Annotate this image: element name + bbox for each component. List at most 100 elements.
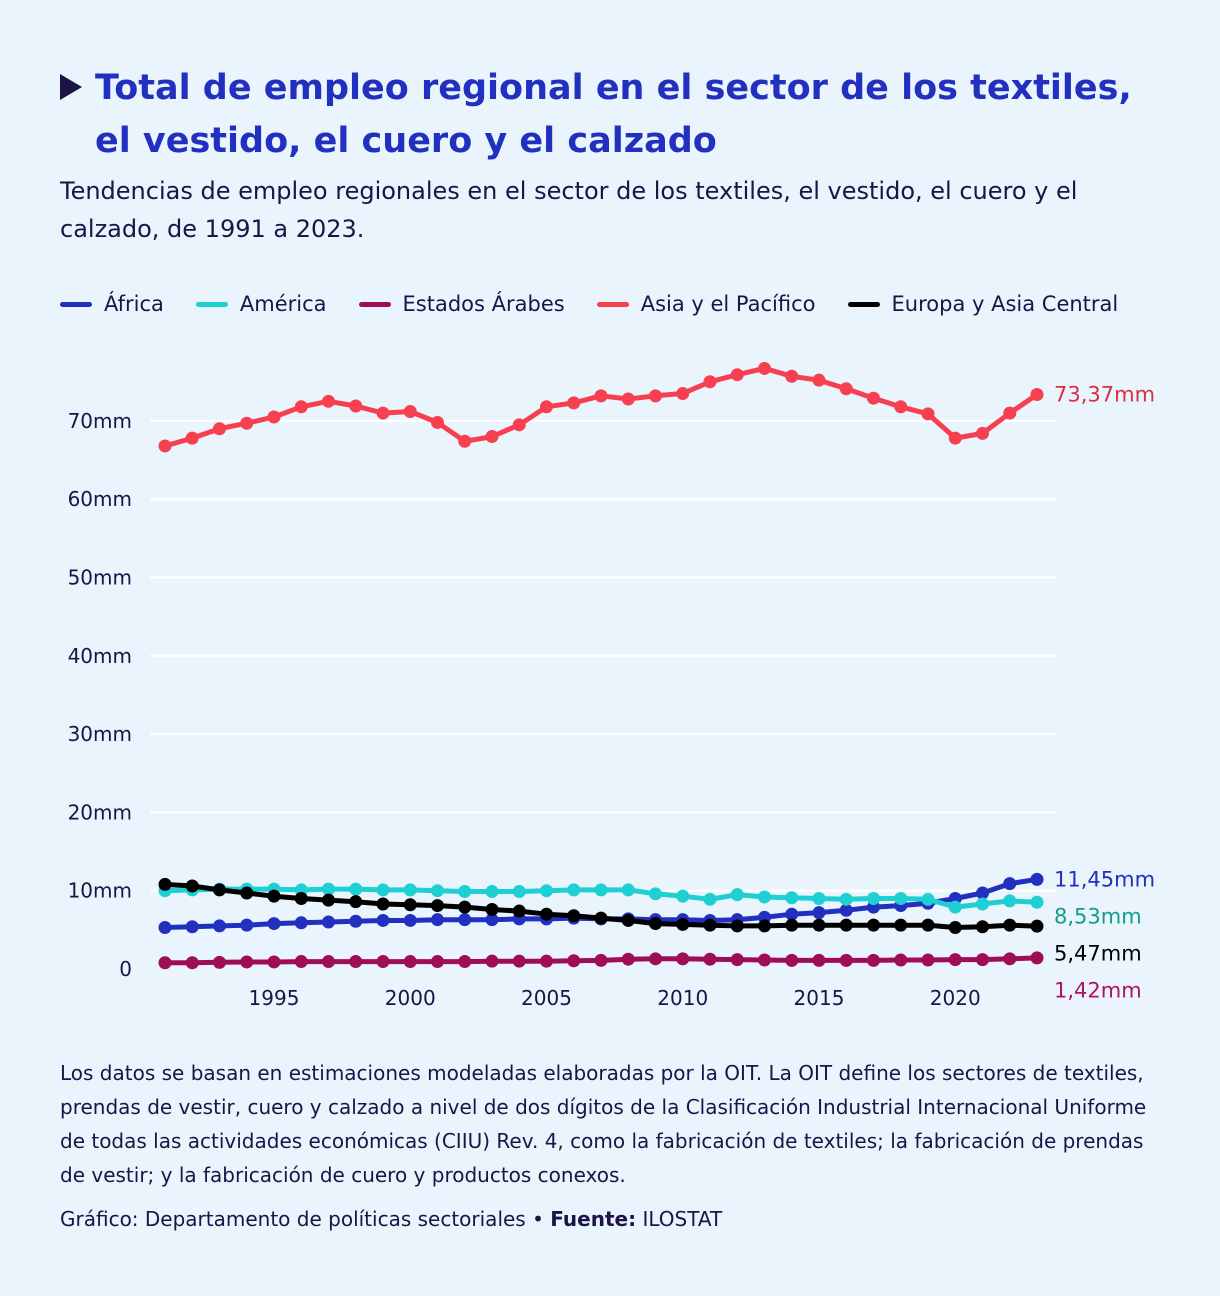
series-layer [158, 361, 1044, 970]
data-point [349, 882, 363, 896]
data-point [376, 883, 390, 897]
data-point [867, 953, 880, 967]
data-point [839, 953, 853, 967]
data-point [431, 913, 444, 927]
y-tick-label: 0 [119, 957, 132, 981]
y-tick-label: 20mm [68, 800, 132, 824]
data-point [676, 386, 690, 400]
data-point [322, 893, 335, 907]
data-point [758, 361, 771, 375]
data-point [1003, 894, 1017, 908]
data-point [1030, 872, 1044, 886]
data-point [785, 891, 799, 905]
methodology-note: Los datos se basan en estimaciones model… [60, 1061, 1147, 1187]
data-point [403, 913, 417, 927]
data-point [349, 399, 363, 413]
data-point [512, 884, 526, 898]
data-point [730, 953, 744, 967]
data-point [894, 953, 908, 967]
data-point [621, 952, 635, 966]
data-point [976, 920, 989, 934]
data-point [649, 389, 662, 403]
data-point [431, 884, 444, 898]
data-point [485, 430, 499, 444]
data-point [485, 954, 499, 968]
end-label-africa: 11,45mm [1054, 867, 1155, 891]
data-point [431, 955, 444, 969]
data-point [403, 883, 417, 897]
data-point [567, 909, 581, 923]
legend-swatch [596, 301, 629, 307]
data-point [322, 915, 335, 929]
x-tick-label: 2010 [657, 986, 708, 1010]
x-tick-label: 2005 [521, 986, 572, 1010]
y-axis: 0 10mm 20mm 30mm 40mm 50mm 60mm 70mm [68, 409, 132, 981]
data-point [349, 914, 363, 928]
data-point [867, 892, 880, 906]
data-point [758, 919, 771, 933]
legend-label: Estados Árabes [402, 292, 565, 316]
data-point [213, 919, 226, 933]
data-point [403, 898, 417, 912]
data-point [867, 391, 880, 405]
data-point [948, 900, 962, 914]
credit-text: Gráfico: Departamento de políticas secto… [60, 1207, 544, 1231]
data-point [158, 921, 172, 935]
chart-title: Total de empleo regional en el sector de… [95, 68, 1132, 161]
data-point [322, 955, 335, 969]
legend-item-europa-y-asia-central: Europa y Asia Central [847, 292, 1118, 316]
data-point [894, 892, 908, 906]
data-point [976, 426, 989, 440]
data-point [158, 439, 172, 453]
legend-item-america: América [195, 292, 327, 316]
x-tick-label: 1995 [249, 986, 300, 1010]
data-point [758, 953, 771, 967]
data-point [512, 954, 526, 968]
legend-swatch [358, 301, 391, 307]
end-label-europa-y-asia-central: 5,47mm [1054, 941, 1142, 965]
data-point [703, 918, 717, 932]
data-point [1030, 951, 1044, 965]
data-point [676, 889, 690, 903]
data-point [1030, 895, 1044, 909]
data-point [376, 913, 390, 927]
data-point [839, 892, 853, 906]
data-point [458, 913, 472, 927]
data-point [839, 918, 853, 932]
legend-swatch [195, 301, 228, 307]
data-point [948, 953, 962, 967]
data-point [458, 884, 472, 898]
data-point [976, 953, 989, 967]
line-chart: 0 10mm 20mm 30mm 40mm 50mm 60mm 70mm 1995 2000 20… [68, 361, 1155, 1010]
data-point [294, 892, 308, 906]
legend-item-estados-arabes: Estados Árabes [358, 292, 565, 316]
data-point [649, 887, 662, 901]
y-tick-label: 40mm [68, 644, 132, 668]
end-label-estados-arabes: 1,42mm [1054, 978, 1142, 1002]
legend-item-asia-y-el-pacifico: Asia y el Pacífico [596, 292, 816, 316]
chart-credit: Gráfico: Departamento de políticas secto… [60, 1202, 1160, 1236]
data-point [785, 907, 799, 921]
data-point [594, 911, 608, 925]
data-point [567, 954, 581, 968]
data-point [185, 879, 199, 893]
data-point [267, 410, 281, 424]
series-estados-arabes [158, 951, 1044, 970]
data-point [730, 888, 744, 902]
data-point [213, 883, 226, 897]
data-point [839, 382, 853, 396]
data-point [185, 431, 199, 445]
data-point [185, 956, 199, 970]
data-point [349, 955, 363, 969]
data-point [240, 918, 254, 932]
data-point [1003, 406, 1017, 420]
grid-lines [150, 419, 1056, 892]
data-point [485, 902, 499, 916]
data-point [758, 890, 771, 904]
data-point [294, 916, 308, 930]
data-point [567, 396, 581, 410]
data-point [1003, 918, 1017, 932]
data-point [812, 918, 826, 932]
y-tick-label: 30mm [68, 722, 132, 746]
data-point [594, 883, 608, 897]
